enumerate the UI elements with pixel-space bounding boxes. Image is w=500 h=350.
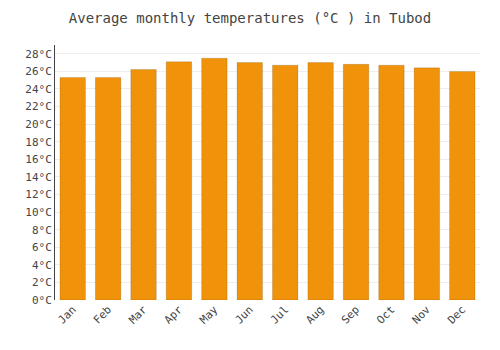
svg-text:14°C: 14°C (25, 171, 52, 184)
svg-text:22°C: 22°C (25, 100, 52, 113)
svg-text:2°C: 2°C (32, 276, 52, 289)
svg-text:16°C: 16°C (25, 153, 52, 166)
svg-text:Jul: Jul (268, 303, 291, 326)
svg-text:May: May (197, 303, 221, 327)
svg-text:12°C: 12°C (25, 188, 52, 201)
svg-text:Feb: Feb (91, 303, 114, 326)
svg-text:28°C: 28°C (25, 48, 52, 61)
svg-text:Apr: Apr (162, 303, 186, 327)
svg-text:6°C: 6°C (32, 241, 52, 254)
svg-text:24°C: 24°C (25, 83, 52, 96)
svg-text:Dec: Dec (445, 303, 468, 326)
svg-text:Aug: Aug (303, 303, 326, 326)
svg-text:8°C: 8°C (32, 224, 52, 237)
svg-text:Jan: Jan (55, 303, 78, 326)
svg-text:0°C: 0°C (32, 294, 52, 307)
svg-text:Oct: Oct (374, 303, 397, 326)
svg-text:18°C: 18°C (25, 136, 52, 149)
svg-text:Jun: Jun (233, 303, 256, 326)
svg-text:Sep: Sep (339, 303, 362, 326)
svg-text:4°C: 4°C (32, 259, 52, 272)
svg-text:Nov: Nov (410, 303, 434, 327)
svg-text:10°C: 10°C (25, 206, 52, 219)
svg-text:Average monthly temperatures (: Average monthly temperatures (°C ) in Tu… (69, 10, 431, 26)
svg-text:Mar: Mar (126, 303, 150, 327)
svg-text:26°C: 26°C (25, 65, 52, 78)
svg-text:20°C: 20°C (25, 118, 52, 131)
